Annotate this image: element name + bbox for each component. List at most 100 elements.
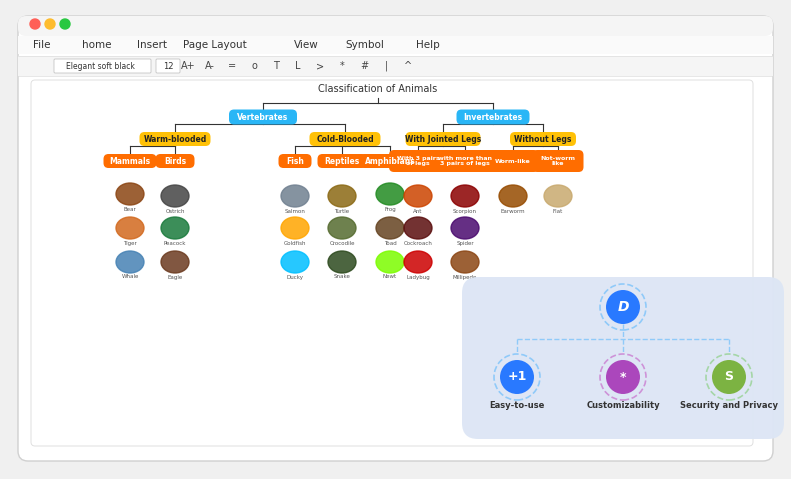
Text: Without Legs: Without Legs bbox=[514, 135, 572, 144]
Text: Tiger: Tiger bbox=[123, 240, 137, 246]
FancyBboxPatch shape bbox=[18, 16, 773, 461]
Text: Reptiles: Reptiles bbox=[324, 157, 360, 166]
Text: Earworm: Earworm bbox=[501, 208, 525, 214]
Ellipse shape bbox=[451, 251, 479, 273]
FancyBboxPatch shape bbox=[309, 132, 380, 146]
Text: Amphibians: Amphibians bbox=[365, 157, 415, 166]
Text: Newt: Newt bbox=[383, 274, 397, 280]
Text: home: home bbox=[82, 40, 112, 50]
Text: With Jointed Legs: With Jointed Legs bbox=[405, 135, 481, 144]
FancyBboxPatch shape bbox=[456, 110, 529, 125]
Ellipse shape bbox=[328, 217, 356, 239]
FancyBboxPatch shape bbox=[532, 150, 584, 172]
Circle shape bbox=[45, 19, 55, 29]
Ellipse shape bbox=[451, 217, 479, 239]
Text: Turtle: Turtle bbox=[335, 208, 350, 214]
Text: L: L bbox=[295, 61, 301, 71]
Text: Goldfish: Goldfish bbox=[284, 240, 306, 246]
Ellipse shape bbox=[499, 185, 527, 207]
Text: with more than
3 pairs of legs: with more than 3 pairs of legs bbox=[438, 156, 492, 166]
Bar bbox=[18, 56, 773, 76]
Text: Ladybug: Ladybug bbox=[406, 274, 430, 280]
Text: Not-worm
like: Not-worm like bbox=[540, 156, 576, 166]
Circle shape bbox=[500, 360, 534, 394]
FancyBboxPatch shape bbox=[359, 154, 421, 168]
Ellipse shape bbox=[116, 217, 144, 239]
Text: Easy-to-use: Easy-to-use bbox=[490, 400, 545, 410]
Text: *: * bbox=[339, 61, 344, 71]
Text: Whale: Whale bbox=[121, 274, 138, 280]
FancyBboxPatch shape bbox=[462, 277, 784, 439]
Text: With 3 pairs
of legs: With 3 pairs of legs bbox=[397, 156, 439, 166]
FancyBboxPatch shape bbox=[317, 154, 366, 168]
FancyBboxPatch shape bbox=[104, 154, 157, 168]
Text: Fish: Fish bbox=[286, 157, 304, 166]
Text: Scorpion: Scorpion bbox=[453, 208, 477, 214]
Ellipse shape bbox=[451, 185, 479, 207]
Text: A-: A- bbox=[205, 61, 215, 71]
Circle shape bbox=[712, 360, 746, 394]
Ellipse shape bbox=[376, 217, 404, 239]
Text: Frog: Frog bbox=[384, 206, 396, 212]
Text: >: > bbox=[316, 61, 324, 71]
Text: Security and Privacy: Security and Privacy bbox=[680, 400, 778, 410]
Text: Ant: Ant bbox=[414, 208, 422, 214]
Text: Eagle: Eagle bbox=[168, 274, 183, 280]
Text: ^: ^ bbox=[404, 61, 412, 71]
Text: Customizability: Customizability bbox=[586, 400, 660, 410]
Text: Ostrich: Ostrich bbox=[165, 208, 185, 214]
Text: Bear: Bear bbox=[123, 206, 136, 212]
Ellipse shape bbox=[404, 217, 432, 239]
Text: =: = bbox=[228, 61, 236, 71]
Text: Elegant soft black: Elegant soft black bbox=[66, 61, 134, 70]
FancyBboxPatch shape bbox=[18, 16, 773, 36]
FancyBboxPatch shape bbox=[389, 150, 447, 172]
Text: Cockroach: Cockroach bbox=[403, 240, 433, 246]
FancyBboxPatch shape bbox=[434, 150, 495, 172]
FancyBboxPatch shape bbox=[278, 154, 312, 168]
Circle shape bbox=[606, 290, 640, 324]
Text: Symbol: Symbol bbox=[346, 40, 384, 50]
Text: o: o bbox=[251, 61, 257, 71]
Text: D: D bbox=[617, 300, 629, 314]
Text: T: T bbox=[273, 61, 279, 71]
FancyBboxPatch shape bbox=[139, 132, 210, 146]
Ellipse shape bbox=[404, 251, 432, 273]
Text: Crocodile: Crocodile bbox=[329, 240, 354, 246]
Text: Flat: Flat bbox=[553, 208, 563, 214]
FancyBboxPatch shape bbox=[156, 154, 195, 168]
Ellipse shape bbox=[376, 183, 404, 205]
Ellipse shape bbox=[281, 251, 309, 273]
Bar bbox=[18, 36, 773, 54]
Text: S: S bbox=[725, 370, 733, 384]
Circle shape bbox=[60, 19, 70, 29]
Ellipse shape bbox=[404, 185, 432, 207]
Circle shape bbox=[606, 360, 640, 394]
Text: Ducky: Ducky bbox=[286, 274, 304, 280]
Text: Warm-blooded: Warm-blooded bbox=[143, 135, 206, 144]
FancyBboxPatch shape bbox=[31, 80, 753, 446]
Text: Page Layout: Page Layout bbox=[184, 40, 247, 50]
Text: Insert: Insert bbox=[137, 40, 167, 50]
Text: Salmon: Salmon bbox=[285, 208, 305, 214]
FancyBboxPatch shape bbox=[229, 110, 297, 125]
Ellipse shape bbox=[376, 251, 404, 273]
Text: Snake: Snake bbox=[334, 274, 350, 280]
Text: Classification of Animals: Classification of Animals bbox=[318, 84, 437, 94]
Text: Vertebrates: Vertebrates bbox=[237, 113, 289, 122]
Text: *: * bbox=[620, 370, 626, 384]
Text: Toad: Toad bbox=[384, 240, 396, 246]
Text: A+: A+ bbox=[180, 61, 195, 71]
Text: File: File bbox=[33, 40, 51, 50]
Ellipse shape bbox=[116, 183, 144, 205]
FancyBboxPatch shape bbox=[54, 59, 151, 73]
Ellipse shape bbox=[544, 185, 572, 207]
Text: Spider: Spider bbox=[456, 240, 474, 246]
Ellipse shape bbox=[328, 251, 356, 273]
Text: Worm-like: Worm-like bbox=[495, 159, 531, 163]
Text: #: # bbox=[360, 61, 368, 71]
Ellipse shape bbox=[161, 251, 189, 273]
Text: +1: +1 bbox=[507, 370, 527, 384]
Circle shape bbox=[30, 19, 40, 29]
Text: Invertebrates: Invertebrates bbox=[464, 113, 523, 122]
